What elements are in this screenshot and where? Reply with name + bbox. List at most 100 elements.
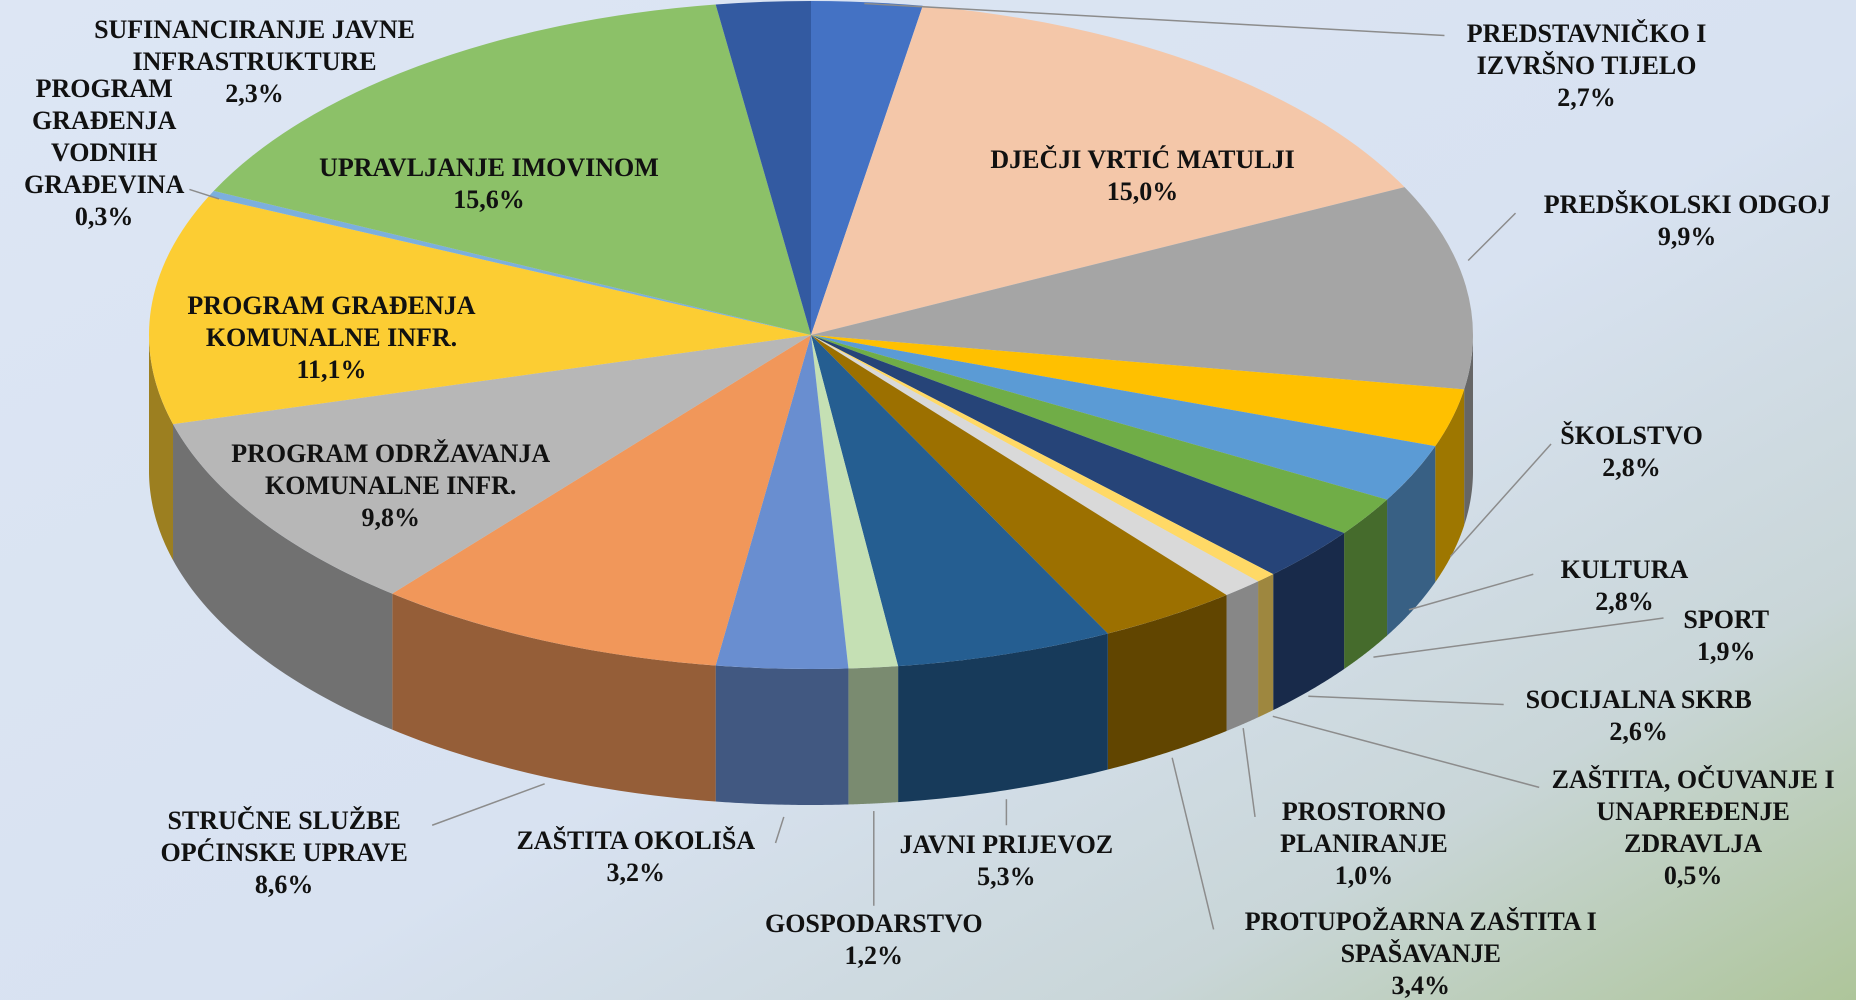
slice [392,335,811,666]
value-label: 2,3% [225,79,284,109]
value-label: 11,1% [296,355,367,385]
value-label: 9,9% [1657,222,1717,252]
value-label: 9,8% [361,503,420,533]
value-label: 0,5% [1663,860,1723,890]
leader-line [1373,617,1664,658]
leader-line [1242,728,1256,818]
data-label: SPORT 1,9% [1643,604,1809,668]
category-name: PROSTORNO PLANIRANJE [1280,796,1448,858]
category-name: JAVNI PRIJEVOZ [899,829,1114,859]
leader-line [1171,757,1215,930]
slice-side [1273,533,1345,711]
data-label: DJEČJI VRTIĆ MATULJI 15,0% [906,144,1380,208]
slice [811,335,1227,634]
slice [811,335,1388,534]
slice [811,335,1108,667]
value-label: 5,3% [977,861,1036,891]
category-name: KULTURA [1560,555,1689,585]
slice-side [1435,389,1465,583]
category-name: STRUČNE SLUŽBE OPĆINSKE UPRAVE [160,806,408,868]
slice-side [149,335,174,561]
slice-side [898,633,1108,803]
data-label: SOCIJALNA SKRB 2,6% [1485,684,1793,748]
slice [213,4,811,336]
category-name: UPRAVLJANJE IMOVINOM [319,152,659,182]
slice [811,5,1405,335]
slice-side [392,593,716,802]
value-label: 2,8% [1595,587,1654,617]
category-name: ZAŠTITA, OČUVANJE I UNAPREĐENJE ZDRAVLJA [1551,764,1835,858]
value-label: 2,6% [1609,717,1668,747]
category-name: PROGRAM GRAĐENJA KOMUNALNE INFR. [187,291,476,353]
data-label: ŠKOLSTVO 2,8% [1513,420,1750,484]
data-label: PROGRAM GRAĐENJA KOMUNALNE INFR. 11,1% [154,290,509,386]
slice-side [1107,595,1227,770]
value-label: 1,0% [1334,860,1394,890]
data-label: PROGRAM ODRŽAVANJA KOMUNALNE INFR. 9,8% [189,438,592,534]
leader-line [1408,573,1534,611]
value-label: 2,8% [1602,453,1661,483]
slice [148,196,811,425]
data-label: KULTURA 2,8% [1506,554,1743,618]
slice [811,335,1465,447]
data-label: PREDŠKOLSKI ODGOJ 9,9% [1486,189,1856,253]
slice-side [715,665,849,805]
category-name: SOCIJALNA SKRB [1525,685,1752,715]
slice-side [848,666,899,805]
leader-line [189,188,220,200]
category-name: DJEČJI VRTIĆ MATULJI [990,145,1295,175]
slice [715,1,811,335]
slice-side [1258,574,1274,718]
category-name: PROGRAM ODRŽAVANJA KOMUNALNE INFR. [231,439,551,501]
data-label: PROTUPOŽARNA ZAŠTITA I SPAŠAVANJE 3,4% [1220,906,1623,1000]
slice-side [1464,335,1473,526]
category-name: ZAŠTITA OKOLIŠA [516,826,756,856]
data-label: ZAŠTITA OKOLIŠA 3,2% [482,825,790,889]
value-label: 8,6% [254,870,314,900]
leader-line [1449,443,1552,557]
value-label: 1,2% [844,941,904,971]
slice [811,335,1274,582]
slice [811,335,1345,575]
data-label: JAVNI PRIJEVOZ 5,3% [852,829,1160,893]
leader-line [1467,212,1517,262]
data-label: ZAŠTITA, OČUVANJE I UNAPREĐENJE ZDRAVLJA… [1533,764,1853,892]
slice-side [1387,446,1436,636]
slice [173,335,812,594]
slice [811,1,923,335]
data-label: SUFINANCIRANJE JAVNE INFRASTRUKTURE 2,3% [59,14,450,110]
slice [811,335,1259,596]
slice [811,335,1436,500]
slice [715,335,849,670]
category-name: PREDSTAVNIČKO I IZVRŠNO TIJELO [1466,18,1707,80]
value-label: 15,6% [453,184,525,214]
category-name: PROGRAM GRAĐENJA VODNIH GRAĐEVINA [24,74,185,200]
leader-line [1272,715,1540,789]
value-label: 0,3% [74,202,134,232]
data-label: GOSPODARSTVO 1,2% [732,908,1016,972]
value-label: 1,9% [1697,636,1756,666]
slice [208,190,812,335]
slice-side [173,424,393,730]
value-label: 3,4% [1391,970,1451,1000]
leader-line [774,816,785,844]
category-name: PREDŠKOLSKI ODGOJ [1543,190,1831,220]
value-label: 3,2% [606,858,666,888]
value-label: 2,7% [1557,82,1616,112]
value-label: 15,0% [1106,177,1179,207]
data-label: PROGRAM GRAĐENJA VODNIH GRAĐEVINA 0,3% [4,73,205,233]
data-label: PREDSTAVNIČKO I IZVRŠNO TIJELO 2,7% [1427,18,1747,114]
category-name: SUFINANCIRANJE JAVNE INFRASTRUKTURE [94,15,416,77]
slice [811,187,1473,390]
leader-line [1308,695,1504,706]
category-name: SPORT [1683,604,1770,634]
slice [811,335,899,669]
category-name: PROTUPOŽARNA ZAŠTITA I SPAŠAVANJE [1244,906,1597,968]
data-label: STRUČNE SLUŽBE OPĆINSKE UPRAVE 8,6% [130,805,438,901]
slice-side [1226,581,1259,732]
slice-side [1344,499,1388,670]
leader-line [864,2,1445,37]
category-name: GOSPODARSTVO [764,909,983,939]
